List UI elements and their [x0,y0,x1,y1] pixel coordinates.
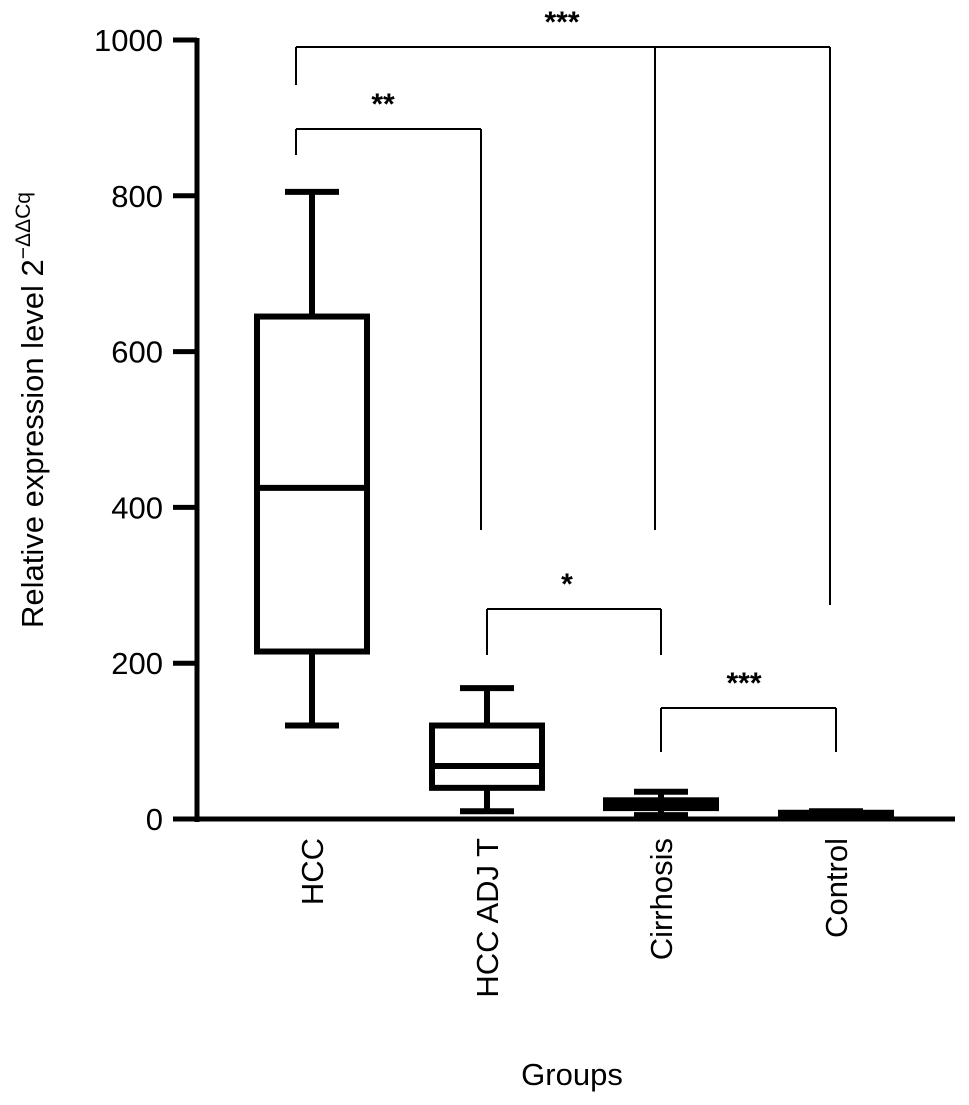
x-tick-label-cirrhosis: Cirrhosis [644,838,679,960]
x-tick-labels: HCC HCC ADJ T Cirrhosis Control [295,838,854,998]
significance-bracket: ** [295,88,482,530]
y-axis-title-superscript: −ΔΔCq [12,192,35,259]
x-tick-label-hcc: HCC [295,838,330,905]
significance-label: * [561,568,573,601]
y-tick-label: 600 [111,335,163,370]
x-tick-label-control: Control [819,838,854,938]
box-hcc-adj-t [429,685,545,815]
significance-bracket: *** [660,667,837,752]
x-axis-title: Groups [521,1057,623,1092]
iqr-box [254,313,370,655]
significance-label: *** [544,6,579,39]
y-ticks: 0 200 400 600 800 1000 [94,23,197,837]
iqr-box [429,722,545,791]
box-control [778,808,894,821]
y-axis-title-main: Relative expression level 2 [15,259,50,628]
y-axis-title: Relative expression level 2−ΔΔCq [12,192,50,628]
significance-label: ** [371,88,395,121]
x-tick-label-hcc-adj-t: HCC ADJ T [470,838,505,998]
significance-label: *** [726,667,761,700]
boxes [254,188,894,821]
significance-brackets: ********* [295,6,837,752]
y-tick-label: 0 [146,802,163,837]
y-tick-label: 800 [111,179,163,214]
box-hcc [254,188,370,729]
significance-bracket: * [486,568,662,655]
y-tick-label: 1000 [94,23,163,58]
y-tick-label: 400 [111,490,163,525]
significance-bracket: *** [295,6,831,605]
box-cirrhosis [603,788,719,819]
y-tick-label: 200 [111,646,163,681]
